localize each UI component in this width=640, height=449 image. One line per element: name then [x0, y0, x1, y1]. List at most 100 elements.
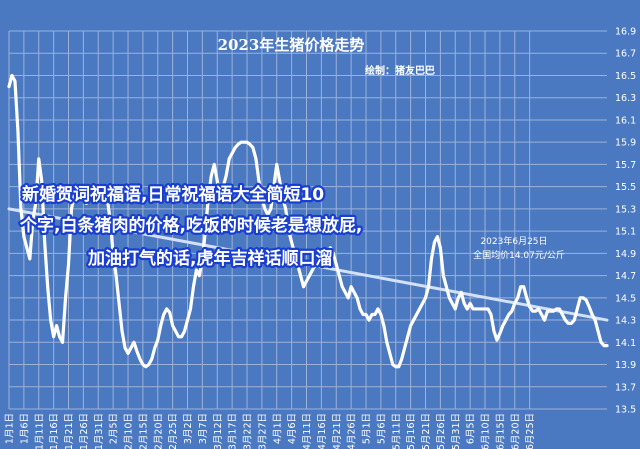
data-point: [136, 350, 138, 352]
data-point: [46, 286, 48, 288]
data-point: [525, 297, 527, 299]
x-tick-label: 1月16日: [49, 413, 60, 449]
data-point: [264, 208, 266, 210]
data-point: [418, 308, 420, 310]
data-point: [160, 324, 162, 326]
y-axis: 13.5 13.7 13.9 14.1 14.3 14.5 14.7 14.9 15.1 15.3…: [615, 27, 636, 416]
y-tick-label: 15.9: [615, 138, 636, 149]
data-point: [121, 330, 123, 332]
x-tick-label: 1月31日: [94, 413, 105, 449]
x-tick-label: 5月21日: [421, 413, 432, 449]
y-tick-label: 14.3: [615, 316, 636, 327]
data-point: [61, 341, 63, 343]
data-point: [511, 310, 513, 312]
data-point: [398, 366, 400, 368]
data-point: [195, 269, 197, 271]
data-point: [356, 297, 358, 299]
data-point: [70, 208, 72, 210]
data-point: [64, 297, 66, 299]
data-point: [130, 347, 132, 349]
data-point: [457, 297, 459, 299]
data-point: [424, 297, 426, 299]
x-tick-label: 2月10日: [124, 413, 135, 449]
data-point: [192, 286, 194, 288]
data-point: [520, 286, 522, 288]
y-tick-label: 13.5: [615, 405, 636, 416]
data-point: [472, 308, 474, 310]
data-point: [350, 286, 352, 288]
data-point: [305, 280, 307, 282]
data-point: [579, 297, 581, 299]
data-point: [496, 339, 498, 341]
data-point: [302, 286, 304, 288]
data-point: [540, 313, 542, 315]
data-point: [409, 324, 411, 326]
data-point: [555, 308, 557, 310]
data-point: [49, 319, 51, 321]
data-point: [403, 347, 405, 349]
data-point: [284, 208, 286, 210]
x-tick-label: 5月31日: [451, 413, 462, 449]
data-point: [154, 347, 156, 349]
data-point: [537, 308, 539, 310]
x-tick-label: 4月26日: [347, 413, 358, 449]
data-point: [594, 319, 596, 321]
data-point: [436, 235, 438, 237]
data-point: [445, 286, 447, 288]
data-point: [335, 263, 337, 265]
x-tick-label: 5月26日: [436, 413, 447, 449]
x-axis: 1月1日 1月6日 1月11日 1月16日 1月21日 1月26日 1月31日 2月5日 2月1…: [5, 413, 537, 449]
overlay-line-1: 新婚贺词祝福语,日常祝福语大全简短10: [22, 184, 324, 205]
x-tick-label: 5月16日: [406, 413, 417, 449]
x-tick-label: 6月20日: [510, 413, 521, 449]
data-point: [189, 308, 191, 310]
x-tick-label: 1月1日: [5, 413, 16, 444]
x-tick-label: 3月27日: [257, 413, 268, 449]
data-point: [493, 330, 495, 332]
x-tick-label: 3月12日: [213, 413, 224, 449]
data-point: [531, 310, 533, 312]
x-tick-label: 1月26日: [79, 413, 90, 449]
data-point: [67, 263, 69, 265]
data-point: [148, 363, 150, 365]
data-point: [603, 344, 605, 346]
data-point: [216, 180, 218, 182]
data-point: [591, 313, 593, 315]
x-tick-label: 6月5日: [466, 413, 477, 444]
x-tick-label: 6月10日: [481, 413, 492, 449]
data-point: [14, 80, 16, 82]
data-point: [374, 313, 376, 315]
data-point: [353, 291, 355, 293]
data-point: [186, 319, 188, 321]
data-point: [338, 274, 340, 276]
data-point: [442, 274, 444, 276]
data-point: [380, 313, 382, 315]
y-tick-label: 15.1: [615, 227, 636, 238]
x-tick-label: 4月11日: [302, 413, 313, 449]
data-point: [421, 302, 423, 304]
data-point: [118, 302, 120, 304]
data-point: [41, 180, 43, 182]
y-tick-label: 13.7: [615, 382, 636, 393]
data-point: [225, 174, 227, 176]
data-point: [383, 324, 385, 326]
data-point: [505, 319, 507, 321]
data-point: [377, 308, 379, 310]
data-point: [58, 336, 60, 338]
data-point: [290, 241, 292, 243]
y-tick-label: 15.7: [615, 160, 636, 171]
x-tick-label: 6月25日: [525, 413, 536, 449]
data-point: [433, 241, 435, 243]
data-point: [508, 313, 510, 315]
x-tick-label: 3月22日: [243, 413, 254, 449]
data-point: [534, 310, 536, 312]
data-point: [522, 286, 524, 288]
grid-layer: [8, 30, 607, 410]
data-point: [270, 208, 272, 210]
data-point: [561, 313, 563, 315]
data-point: [145, 366, 147, 368]
x-tick-label: 4月16日: [317, 413, 328, 449]
data-point: [460, 291, 462, 293]
data-point: [258, 180, 260, 182]
